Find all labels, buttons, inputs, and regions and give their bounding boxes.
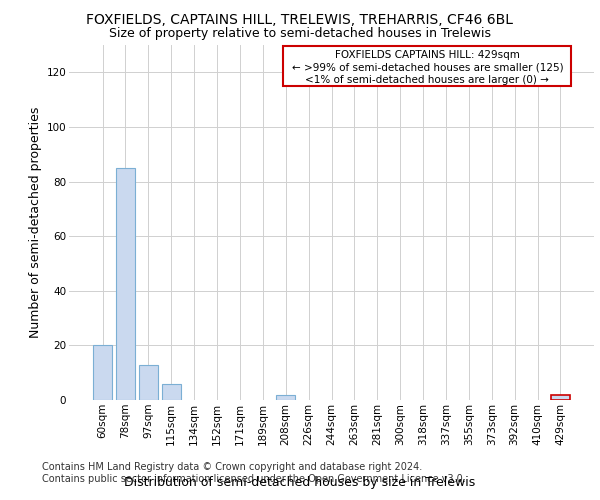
Text: Contains HM Land Registry data © Crown copyright and database right 2024.: Contains HM Land Registry data © Crown c… <box>42 462 422 472</box>
Text: FOXFIELDS, CAPTAINS HILL, TRELEWIS, TREHARRIS, CF46 6BL: FOXFIELDS, CAPTAINS HILL, TRELEWIS, TREH… <box>86 12 514 26</box>
FancyBboxPatch shape <box>283 46 571 86</box>
Text: Size of property relative to semi-detached houses in Trelewis: Size of property relative to semi-detach… <box>109 28 491 40</box>
Text: <1% of semi-detached houses are larger (0) →: <1% of semi-detached houses are larger (… <box>305 75 550 85</box>
Text: ← >99% of semi-detached houses are smaller (125): ← >99% of semi-detached houses are small… <box>292 63 563 73</box>
Bar <box>116 168 135 400</box>
Bar <box>161 384 181 400</box>
Text: Distribution of semi-detached houses by size in Trelewis: Distribution of semi-detached houses by … <box>124 476 476 489</box>
Text: FOXFIELDS CAPTAINS HILL: 429sqm: FOXFIELDS CAPTAINS HILL: 429sqm <box>335 50 520 60</box>
Text: Contains public sector information licensed under the Open Government Licence v3: Contains public sector information licen… <box>42 474 466 484</box>
Y-axis label: Number of semi-detached properties: Number of semi-detached properties <box>29 107 43 338</box>
Bar <box>276 394 295 400</box>
Bar <box>139 364 158 400</box>
Bar <box>93 346 112 400</box>
Bar <box>551 394 570 400</box>
